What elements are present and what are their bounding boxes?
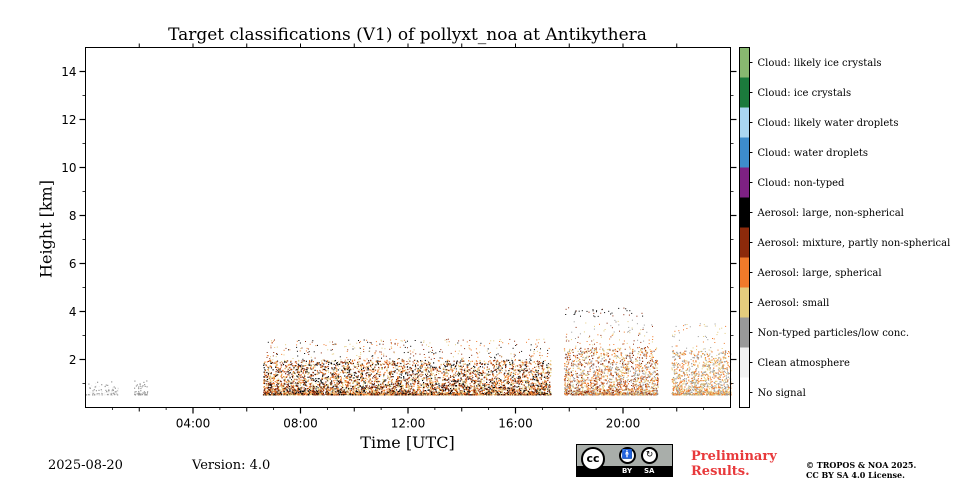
- y-axis-label: Height [km]: [36, 180, 56, 278]
- colorbar-label: Cloud: non-typed: [758, 178, 846, 189]
- sa-share-alike-icon: ↻: [641, 447, 658, 464]
- axes: 04:00 08:00 12:00 16:00 20:00 2 4 6 8 10 12 14: [61, 43, 737, 431]
- colorbar-swatch: [739, 167, 750, 198]
- colorbar-label: Non-typed particles/low conc.: [758, 328, 910, 339]
- y-tick-label: 12: [61, 113, 76, 127]
- colorbar-label: Cloud: likely water droplets: [758, 118, 899, 129]
- colorbar-label: Aerosol: large, non-spherical: [757, 208, 904, 219]
- x-tick-label: 16:00: [498, 417, 533, 431]
- colorbar-swatch: [739, 227, 750, 258]
- badge-strip: [577, 466, 672, 476]
- colorbar-swatch: [739, 47, 750, 78]
- classification-data-layer: [85, 307, 732, 396]
- colorbar-label: Aerosol: mixture, partly non-spherical: [757, 238, 951, 249]
- preliminary-line-1: Preliminary: [691, 449, 777, 464]
- preliminary-notice: Preliminary Results.: [691, 449, 777, 479]
- colorbar-frame: [739, 47, 750, 408]
- colorbar-label: Cloud: ice crystals: [758, 88, 852, 99]
- x-tick-label: 08:00: [283, 417, 318, 431]
- colorbar-swatch: [739, 137, 750, 168]
- y-tick-label: 2: [69, 353, 77, 367]
- colorbar-swatch: [739, 197, 750, 228]
- colorbar-swatch: [739, 377, 750, 408]
- colorbar: No signal Clean atmosphere Non-typed parti…: [739, 47, 951, 408]
- colorbar-swatch: [739, 317, 750, 348]
- preliminary-line-2: Results.: [691, 464, 750, 479]
- by-person-icon: 🚹: [619, 447, 636, 464]
- copyright-notice: © TROPOS & NOA 2025. CC BY SA 4.0 Licens…: [806, 460, 916, 480]
- date-label: 2025-08-20: [48, 458, 123, 473]
- x-tick-label: 04:00: [176, 417, 211, 431]
- y-tick-label: 4: [69, 305, 77, 319]
- data-segment-2: [262, 338, 552, 396]
- colorbar-swatch: [739, 77, 750, 108]
- version-label: Version: 4.0: [192, 458, 271, 473]
- by-label: BY: [622, 467, 633, 475]
- colorbar-label: No signal: [758, 388, 806, 399]
- colorbar-swatch: [739, 347, 750, 378]
- colorbar-swatch: [739, 257, 750, 288]
- colorbar-label: Cloud: likely ice crystals: [758, 58, 882, 69]
- sparse-layer-0: [565, 307, 644, 318]
- colorbar-swatch: [739, 107, 750, 138]
- sa-label: SA: [644, 467, 655, 475]
- data-segment-1: [134, 380, 149, 396]
- x-tick-label: 12:00: [391, 417, 426, 431]
- x-axis-label: Time [UTC]: [360, 433, 455, 452]
- colorbar-label: Cloud: water droplets: [758, 148, 869, 159]
- colorbar-swatch: [739, 287, 750, 318]
- plot-frame: [85, 47, 731, 408]
- data-segment-3: [563, 319, 659, 396]
- colorbar-label: Aerosol: small: [757, 298, 830, 309]
- copyright-line-2: CC BY SA 4.0 License.: [806, 470, 905, 480]
- cc-icon: cc: [581, 447, 605, 471]
- chart-title: Target classifications (V1) of pollyxt_n…: [168, 25, 647, 45]
- colorbar-label: Clean atmosphere: [758, 358, 851, 369]
- y-tick-label: 10: [61, 161, 76, 175]
- y-tick-label: 6: [69, 257, 77, 271]
- y-tick-label: 14: [61, 65, 76, 79]
- cc-license-badge: cc 🚹 ↻ BY SA: [576, 444, 673, 477]
- y-tick-label: 8: [69, 209, 77, 223]
- copyright-line-1: © TROPOS & NOA 2025.: [806, 460, 917, 470]
- data-segment-0: [85, 381, 119, 396]
- colorbar-label: Aerosol: large, spherical: [757, 268, 882, 279]
- data-segment-4: [671, 323, 732, 396]
- x-tick-label: 20:00: [606, 417, 641, 431]
